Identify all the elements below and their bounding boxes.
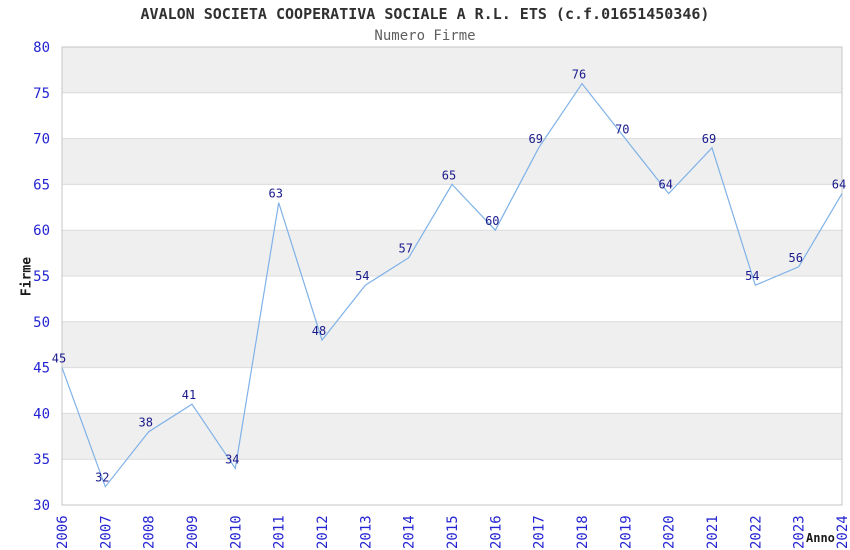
data-point-label: 48 <box>312 324 326 338</box>
x-tick-label: 2018 <box>575 515 591 549</box>
data-point-label: 76 <box>572 68 586 82</box>
data-point-label: 32 <box>95 471 109 485</box>
data-point-label: 45 <box>52 352 66 366</box>
x-tick-label: 2006 <box>55 515 71 549</box>
x-tick-label: 2008 <box>142 515 158 549</box>
plot-border <box>61 46 843 506</box>
grid-band <box>62 47 842 93</box>
y-tick-label: 70 <box>33 132 50 148</box>
data-point-label: 70 <box>615 123 629 137</box>
x-tick-label: 2010 <box>228 515 244 549</box>
chart-title: AVALON SOCIETA COOPERATIVA SOCIALE A R.L… <box>140 5 710 23</box>
data-point-label: 64 <box>658 178 672 192</box>
grid-band <box>62 230 842 276</box>
y-tick-label: 45 <box>33 361 50 377</box>
y-tick-label: 65 <box>33 177 50 193</box>
x-tick-label: 2019 <box>618 515 634 549</box>
x-tick-label: 2007 <box>98 515 114 549</box>
data-point-label: 38 <box>138 416 152 430</box>
data-point-label: 69 <box>702 132 716 146</box>
data-point-label: 41 <box>182 388 196 402</box>
x-tick-label: 2014 <box>402 515 418 549</box>
grid-band <box>62 413 842 460</box>
y-tick-label: 35 <box>33 452 50 468</box>
y-tick-label: 75 <box>33 86 50 102</box>
data-point-label: 57 <box>398 242 412 256</box>
data-point-label: 34 <box>225 452 239 466</box>
y-tick-label: 80 <box>33 40 50 56</box>
x-tick-label: 2012 <box>315 515 331 549</box>
data-point-label: 64 <box>832 178 846 192</box>
y-tick-label: 30 <box>33 498 50 514</box>
x-tick-label: 2022 <box>748 515 764 549</box>
data-point-label: 56 <box>788 251 802 265</box>
x-tick-label: 2020 <box>662 515 678 549</box>
x-axis-label: Anno <box>806 531 835 545</box>
x-tick-label: 2023 <box>792 515 808 549</box>
y-tick-label: 50 <box>33 315 50 331</box>
x-tick-label: 2013 <box>358 515 374 549</box>
grid-band <box>62 138 842 185</box>
data-point-label: 69 <box>528 132 542 146</box>
x-tick-label: 2017 <box>532 515 548 549</box>
x-tick-label: 2015 <box>445 515 461 549</box>
data-point-label: 60 <box>485 214 499 228</box>
x-tick-label: 2016 <box>488 515 504 549</box>
data-point-label: 54 <box>745 269 759 283</box>
x-tick-label: 2024 <box>835 515 850 549</box>
x-tick-label: 2021 <box>705 515 721 549</box>
data-point-label: 54 <box>355 269 369 283</box>
data-point-label: 63 <box>268 187 282 201</box>
y-axis-label: Firme <box>19 256 35 297</box>
y-tick-label: 40 <box>33 406 50 422</box>
data-line <box>61 82 843 488</box>
y-tick-label: 60 <box>33 223 50 239</box>
chart-subtitle: Numero Firme <box>374 28 476 44</box>
x-tick-label: 2009 <box>185 515 201 549</box>
y-tick-label: 55 <box>33 269 50 285</box>
grid-band <box>62 321 842 368</box>
data-point-label: 65 <box>442 168 456 182</box>
x-tick-label: 2011 <box>272 515 288 549</box>
